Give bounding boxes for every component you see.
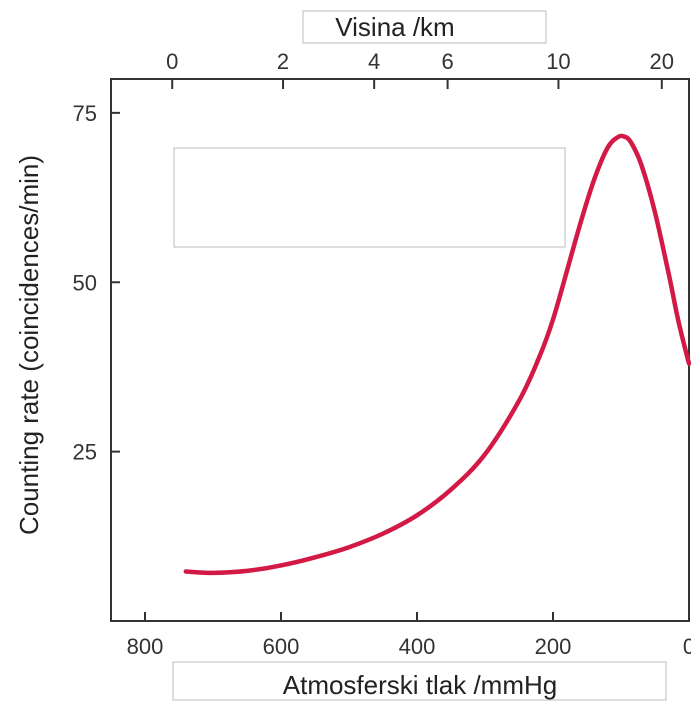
top-axis-title-box [302, 10, 547, 44]
series-line [183, 133, 691, 576]
legend-placeholder-box [173, 147, 566, 248]
top-tick-label: 0 [166, 49, 178, 74]
y-axis-title: Counting rate (coincidences/min) [14, 155, 44, 535]
x-tick-label: 600 [263, 634, 300, 659]
top-tick-label: 20 [650, 49, 674, 74]
x-tick-label: 400 [399, 634, 436, 659]
ticks-layer: 800 600 400 200 0 25 50 75 0 2 4 6 10 20 [73, 49, 691, 659]
y-tick-label: 50 [73, 270, 97, 295]
x-tick-label: 800 [127, 634, 164, 659]
top-tick-label: 4 [368, 49, 380, 74]
y-tick-label: 25 [73, 440, 97, 465]
x-tick-label: 0 [683, 634, 691, 659]
plot-frame [110, 78, 690, 622]
top-axis-title: Visina /km [335, 12, 454, 42]
x-tick-label: 200 [535, 634, 572, 659]
x-axis-title: Atmosferski tlak /mmHg [283, 670, 558, 700]
y-tick-label: 75 [73, 101, 97, 126]
top-tick-label: 2 [277, 49, 289, 74]
bottom-axis-title-box [172, 661, 667, 701]
top-tick-label: 6 [441, 49, 453, 74]
top-tick-label: 10 [546, 49, 570, 74]
